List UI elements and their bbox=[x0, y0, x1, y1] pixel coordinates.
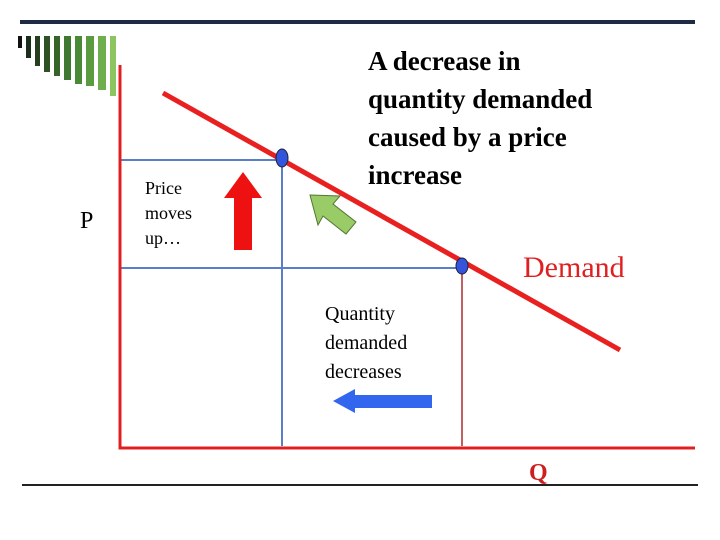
stripe bbox=[18, 36, 22, 48]
quantity-note: Quantity bbox=[325, 303, 395, 325]
left-arrow bbox=[333, 389, 432, 413]
curve-label: Demand bbox=[523, 251, 625, 284]
quantity-axis-label: Q bbox=[529, 460, 548, 486]
price-note: moves bbox=[145, 203, 192, 223]
stripe bbox=[35, 36, 40, 66]
price-note: up… bbox=[145, 228, 181, 248]
price-axis-label: P bbox=[80, 208, 93, 234]
point bbox=[275, 148, 289, 168]
price-note: Price bbox=[145, 178, 182, 198]
headline: increase bbox=[368, 160, 462, 190]
quantity-note: demanded bbox=[325, 332, 407, 354]
stripe bbox=[44, 36, 50, 72]
headline: caused by a price bbox=[368, 122, 567, 152]
axes bbox=[118, 65, 695, 450]
headline: quantity demanded bbox=[368, 84, 592, 114]
stripe bbox=[26, 36, 31, 58]
headline: A decrease in bbox=[368, 46, 520, 76]
stripe bbox=[110, 36, 116, 96]
stripe bbox=[98, 36, 106, 90]
diagonal-arrow bbox=[309, 194, 357, 235]
point bbox=[455, 257, 469, 275]
stripe bbox=[64, 36, 71, 80]
stripe bbox=[86, 36, 94, 86]
stripe bbox=[54, 36, 60, 76]
stripe bbox=[75, 36, 82, 84]
stripes bbox=[18, 36, 116, 96]
demand-curve bbox=[161, 90, 622, 353]
quantity-note: decreases bbox=[325, 361, 402, 383]
up-arrow bbox=[224, 172, 262, 250]
